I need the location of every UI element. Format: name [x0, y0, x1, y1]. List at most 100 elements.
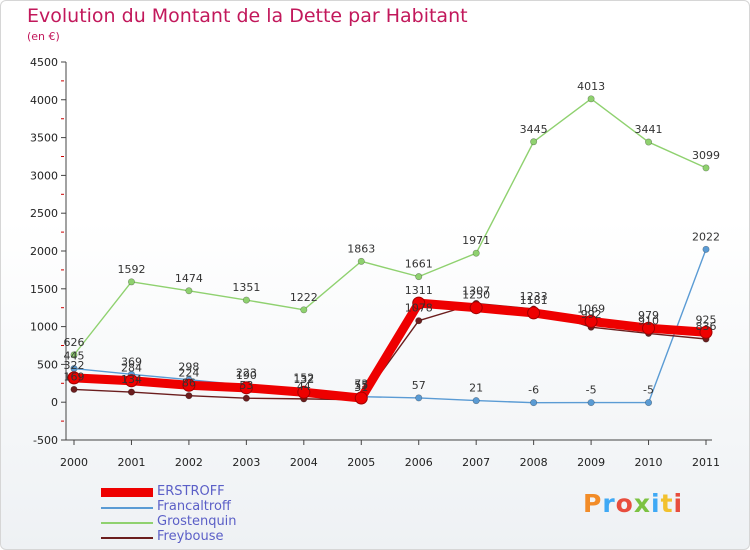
data-label-erstroff: 284 [121, 362, 142, 375]
legend-swatch-erstroff [101, 488, 153, 497]
data-label-freybouse: 910 [638, 314, 659, 327]
y-tick-label: 1000 [30, 321, 58, 334]
data-label-erstroff: 322 [64, 359, 85, 372]
data-point-grostenquin [185, 287, 193, 295]
data-point-erstroff [642, 321, 656, 335]
x-tick-label: 2002 [175, 456, 203, 469]
data-point-grostenquin [242, 296, 250, 304]
data-label-freybouse: 53 [239, 379, 253, 392]
series-line-grostenquin [73, 98, 707, 356]
data-label-freybouse: 169 [64, 370, 85, 383]
data-label-freybouse: 44 [297, 380, 311, 393]
data-label-grostenquin: 1592 [117, 263, 145, 276]
y-tick-label: 1500 [30, 283, 58, 296]
data-labels-layer: 626 1592 1474 1351 1222 1863 1661 1971 3445 4013 3… [64, 80, 721, 397]
legend-label-freybouse: Freybouse [157, 529, 224, 544]
proxiti-logo: Proxiti [583, 489, 684, 518]
axes: -500 0 500 1000 1500 2000 2500 3000 3500 4000 4500… [30, 56, 720, 469]
data-point-grostenquin [357, 257, 365, 265]
data-label-francaltroff: 369 [121, 355, 142, 368]
data-point-erstroff [354, 391, 368, 405]
data-label-erstroff: 979 [638, 309, 659, 322]
data-point-grostenquin [645, 138, 653, 146]
data-point-freybouse [242, 394, 250, 402]
x-tick-label: 2011 [692, 456, 720, 469]
y-tick-label: 3500 [30, 132, 58, 145]
data-label-erstroff: 1069 [577, 302, 605, 315]
legend-swatch-francaltroff [101, 507, 153, 509]
data-point-erstroff [527, 306, 541, 320]
unit-label: (en €) [27, 30, 60, 43]
data-label-grostenquin: 1351 [232, 281, 260, 294]
series-layer [67, 95, 713, 407]
data-point-grostenquin [300, 306, 308, 314]
data-label-grostenquin: 3441 [635, 123, 663, 136]
legend-label-erstroff: ERSTROFF [157, 484, 225, 499]
data-point-francaltroff [530, 399, 538, 407]
data-point-francaltroff [472, 397, 480, 405]
data-label-freybouse: 86 [182, 377, 196, 390]
data-point-grostenquin [70, 351, 78, 359]
data-label-erstroff: 55 [354, 379, 368, 392]
data-label-grostenquin: 1474 [175, 272, 203, 285]
data-label-grostenquin: 1971 [462, 234, 490, 247]
x-tick-label: 2003 [232, 456, 260, 469]
series-line-erstroff [69, 298, 711, 403]
data-point-grostenquin [587, 95, 595, 103]
data-label-erstroff: 1181 [520, 294, 548, 307]
data-label-freybouse: 31 [354, 381, 368, 394]
data-label-freybouse: 134 [121, 373, 142, 386]
data-point-erstroff [412, 296, 426, 310]
data-point-freybouse [70, 385, 78, 393]
data-label-francaltroff: 298 [178, 361, 199, 374]
data-label-freybouse: 992 [581, 308, 602, 321]
data-label-francaltroff: -5 [586, 384, 597, 397]
data-label-francaltroff: 57 [412, 379, 426, 392]
data-label-grostenquin: 1222 [290, 291, 318, 304]
x-tick-label: 2010 [635, 456, 663, 469]
x-tick-label: 2007 [462, 456, 490, 469]
data-point-erstroff [297, 385, 311, 399]
data-point-grostenquin [127, 278, 135, 286]
data-label-freybouse: 1233 [520, 290, 548, 303]
data-label-grostenquin: 1661 [405, 258, 433, 271]
data-label-grostenquin: 1863 [347, 242, 375, 255]
data-point-freybouse [185, 392, 193, 400]
data-point-freybouse [415, 317, 423, 325]
data-label-francaltroff: -5 [643, 384, 654, 397]
data-label-erstroff: 1311 [405, 284, 433, 297]
data-point-erstroff [182, 378, 196, 392]
data-point-grostenquin [472, 249, 480, 257]
chart-title: Evolution du Montant de la Dette par Hab… [27, 5, 468, 27]
data-point-erstroff [67, 371, 81, 385]
data-label-erstroff: 925 [696, 313, 717, 326]
x-tick-label: 2005 [347, 456, 375, 469]
data-label-francaltroff: -6 [528, 384, 539, 397]
data-label-freybouse: 836 [696, 320, 717, 333]
x-tick-label: 2001 [117, 456, 145, 469]
y-tick-label: 4500 [30, 56, 58, 69]
legend-swatch-grostenquin [101, 522, 153, 524]
data-label-erstroff: 132 [293, 373, 314, 386]
series-line-francaltroff [73, 248, 707, 404]
data-point-erstroff [124, 374, 138, 388]
data-point-freybouse [127, 388, 135, 396]
data-label-grostenquin: 3099 [692, 149, 720, 162]
x-tick-label: 2009 [577, 456, 605, 469]
data-label-freybouse: 1078 [405, 302, 433, 315]
data-label-erstroff: 224 [178, 366, 199, 379]
data-label-francaltroff: 73 [354, 378, 368, 391]
data-label-erstroff: 190 [236, 369, 257, 382]
data-point-francaltroff [587, 399, 595, 407]
data-label-francaltroff: 152 [293, 372, 314, 385]
data-point-grostenquin [530, 138, 538, 146]
legend-label-francaltroff: Francaltroff [157, 499, 231, 514]
data-label-grostenquin: 626 [64, 336, 85, 349]
data-label-freybouse: 1307 [462, 284, 490, 297]
data-point-grostenquin [702, 164, 710, 172]
x-tick-label: 2006 [405, 456, 433, 469]
data-label-erstroff: 1250 [462, 289, 490, 302]
data-point-erstroff [584, 314, 598, 328]
